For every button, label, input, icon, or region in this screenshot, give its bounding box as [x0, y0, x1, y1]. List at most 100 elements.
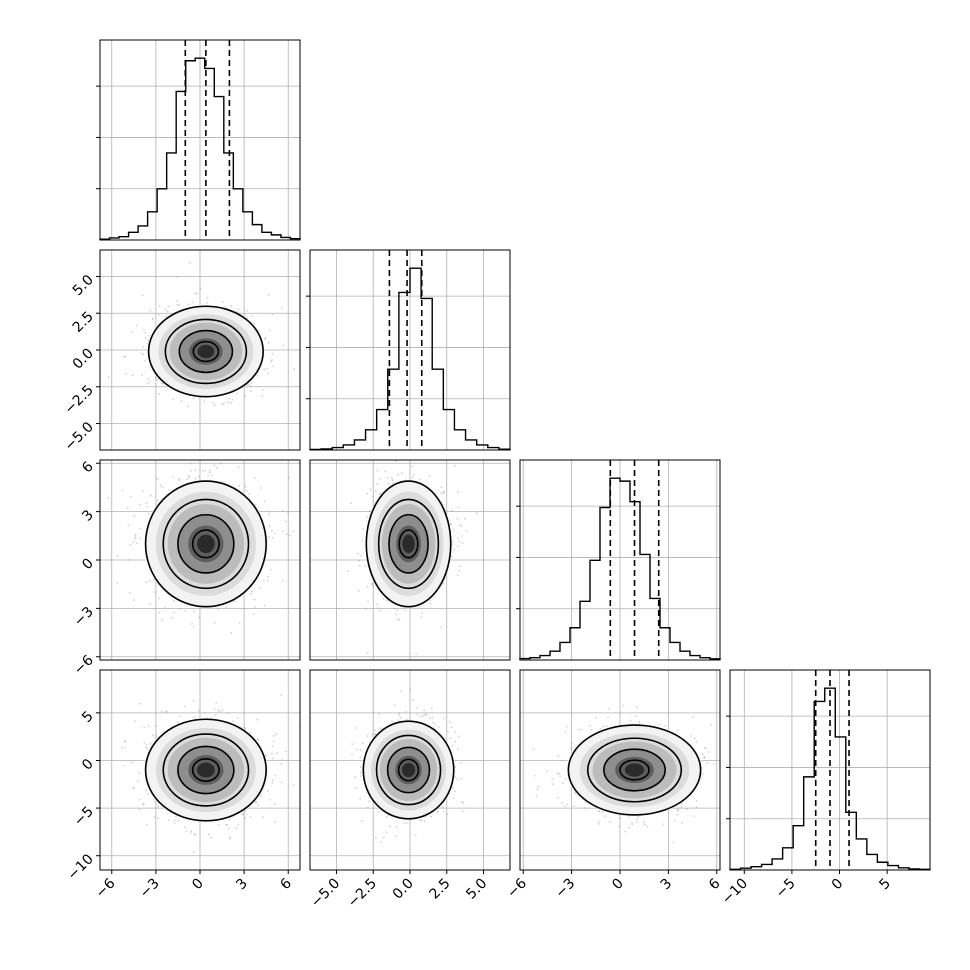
scatter-panel-3-2: [309, 459, 511, 661]
scatter-point: [253, 598, 256, 601]
scatter-point: [193, 833, 196, 835]
scatter-point: [217, 709, 220, 712]
scatter-point: [292, 530, 295, 533]
scatter-point: [274, 821, 277, 823]
contour-1: [365, 480, 452, 608]
scatter-point: [583, 807, 586, 809]
scatter-point: [364, 607, 367, 610]
scatter-point: [362, 528, 365, 530]
scatter-point: [242, 813, 245, 816]
scatter-point: [144, 331, 147, 334]
scatter-point: [203, 400, 206, 403]
scatter-point: [428, 474, 431, 477]
scatter-point: [416, 706, 419, 709]
scatter-point: [395, 825, 398, 828]
y-tick-label: 0: [79, 556, 97, 574]
histogram-step-3: [519, 477, 721, 660]
scatter-point: [172, 476, 175, 479]
scatter-point: [221, 709, 224, 712]
scatter-point: [217, 824, 220, 826]
scatter-point: [451, 744, 454, 747]
scatter-point: [192, 447, 194, 449]
scatter-point: [403, 822, 406, 824]
scatter-point: [225, 824, 228, 826]
scatter-point: [686, 808, 688, 810]
scatter-point: [267, 789, 269, 792]
scatter-point: [451, 509, 453, 512]
scatter-point: [535, 795, 538, 798]
scatter-point: [419, 819, 422, 822]
scatter-point: [196, 292, 199, 295]
scatter-point: [673, 819, 676, 822]
scatter-point: [194, 834, 197, 836]
scatter-point: [475, 512, 478, 515]
scatter-point: [749, 771, 751, 773]
x-tick-label: −5.0: [308, 876, 343, 911]
scatter-point: [695, 800, 698, 802]
scatter-point: [120, 747, 123, 750]
scatter-point: [431, 717, 434, 719]
scatter-point: [192, 850, 195, 853]
scatter-point: [151, 317, 154, 320]
scatter-point: [207, 474, 209, 477]
scatter-point: [599, 727, 602, 730]
scatter-point: [443, 490, 446, 493]
scatter-point: [259, 587, 261, 590]
histogram-panel-2: [306, 249, 511, 451]
scatter-point: [563, 805, 566, 808]
y-tick-label: 0.0: [70, 346, 97, 373]
scatter-point: [268, 513, 271, 516]
scatter-point: [173, 819, 176, 822]
scatter-point: [534, 774, 537, 777]
scatter-point: [694, 737, 696, 740]
x-tick-label: 5: [876, 876, 894, 894]
scatter-point: [232, 720, 235, 723]
scatter-point: [280, 781, 283, 784]
scatter-point: [123, 739, 126, 742]
x-tick-label: −5: [773, 876, 799, 902]
scatter-point: [382, 597, 385, 600]
scatter-point: [608, 707, 610, 710]
scatter-point: [372, 585, 375, 588]
scatter-point: [132, 540, 135, 543]
scatter-point: [176, 275, 179, 278]
scatter-point: [378, 727, 381, 730]
scatter-point: [134, 720, 136, 723]
scatter-point: [532, 748, 535, 751]
histogram-panel-4: [726, 669, 931, 871]
scatter-point: [133, 537, 136, 540]
scatter-point: [288, 476, 291, 479]
scatter-point: [215, 701, 218, 704]
scatter-point: [167, 819, 170, 822]
contour-2: [162, 733, 250, 807]
scatter-point: [421, 611, 424, 614]
contour-4: [619, 759, 650, 781]
scatter-point: [442, 810, 445, 813]
scatter-point: [390, 477, 393, 480]
scatter-point: [462, 802, 465, 804]
scatter-point: [355, 727, 357, 729]
scatter-point: [144, 360, 147, 362]
scatter-point: [703, 756, 706, 759]
scatter-point: [638, 721, 641, 723]
scatter-point: [256, 374, 259, 377]
scatter-point: [689, 735, 692, 737]
scatter-point: [366, 652, 369, 654]
scatter-point: [452, 786, 455, 789]
y-tick-label: −5.0: [61, 419, 96, 454]
scatter-point: [139, 503, 141, 506]
scatter-point: [257, 804, 259, 806]
scatter-point: [274, 774, 277, 777]
contour-3: [177, 513, 235, 574]
histogram-step-4: [729, 687, 931, 871]
scatter-point: [148, 334, 150, 337]
scatter-point: [557, 754, 560, 757]
density-level-6: [197, 344, 215, 359]
scatter-point: [395, 613, 398, 616]
scatter-point: [285, 533, 288, 536]
contour-3: [388, 513, 429, 574]
scatter-point: [244, 485, 247, 488]
contour-1: [144, 480, 267, 608]
x-tick-label: −6: [504, 875, 530, 901]
scatter-point: [397, 719, 400, 722]
